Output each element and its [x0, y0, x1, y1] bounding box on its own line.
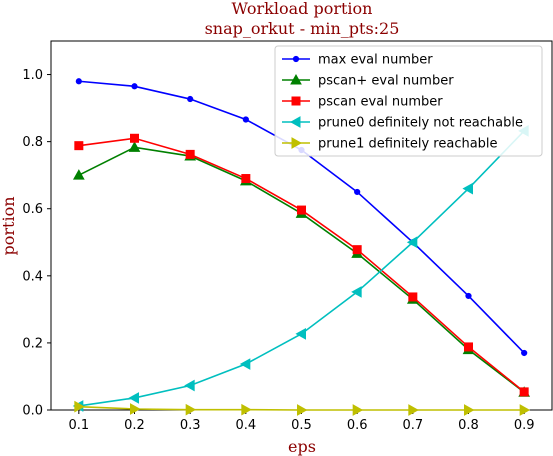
- x-tick-label: 0.3: [180, 418, 201, 433]
- data-point: [519, 387, 529, 397]
- plot-area: 0.1 0.2 0.3 0.4 0.5 0.6 0.7 0.8 0.9 0.0 0.2 0.4 0.6 0…: [22, 40, 553, 433]
- y-tick-label: 0.4: [22, 269, 43, 284]
- data-point: [519, 404, 531, 416]
- data-point: [131, 83, 138, 90]
- data-point: [290, 73, 302, 85]
- x-tick-label: 0.7: [402, 418, 423, 433]
- x-tick-label: 0.8: [458, 418, 479, 433]
- series-3: [72, 125, 529, 412]
- data-point: [74, 141, 84, 151]
- x-tick-label: 0.1: [68, 418, 89, 433]
- data-point: [184, 379, 195, 392]
- x-tick-label: 0.4: [235, 418, 256, 433]
- chart-subtitle: snap_orkut - min_pts:25: [205, 19, 400, 38]
- x-tick-label: 0.5: [291, 418, 312, 433]
- data-point: [130, 403, 141, 415]
- series-line: [78, 137, 525, 393]
- data-point: [242, 116, 249, 123]
- data-point: [295, 328, 306, 340]
- chart-title: Workload portion: [232, 0, 373, 18]
- legend-label: prune1 definitely reachable: [318, 137, 498, 152]
- x-tick-label: 0.6: [347, 418, 368, 433]
- data-point: [408, 292, 418, 302]
- data-point: [408, 404, 419, 416]
- series-4: [74, 400, 531, 416]
- data-point: [464, 404, 475, 416]
- series-1: [72, 141, 531, 397]
- data-point: [75, 78, 82, 85]
- data-point: [462, 182, 473, 195]
- data-point: [185, 149, 195, 159]
- series-line: [78, 130, 525, 407]
- x-tick-label: 0.9: [514, 418, 535, 433]
- data-point: [289, 116, 301, 128]
- x-tick-label: 0.2: [124, 418, 145, 433]
- series-2: [74, 133, 529, 397]
- data-point: [239, 358, 251, 370]
- y-tick-label: 1.0: [22, 68, 43, 83]
- data-point: [128, 392, 139, 404]
- legend-label: pscan+ eval number: [318, 74, 454, 89]
- legend-label: max eval number: [318, 53, 433, 68]
- data-point: [521, 349, 528, 357]
- data-point: [185, 403, 197, 416]
- data-point: [352, 245, 362, 255]
- data-point: [241, 174, 251, 184]
- data-point: [187, 95, 194, 103]
- legend-box: [274, 45, 543, 157]
- data-point: [352, 404, 364, 416]
- x-axis-label: eps: [288, 437, 316, 456]
- y-tick-label: 0.6: [22, 202, 43, 217]
- y-axis-label: portion: [0, 196, 18, 255]
- data-point: [297, 205, 306, 215]
- legend: max eval number pscan+ eval number pscan e…: [274, 45, 543, 157]
- data-point: [351, 286, 362, 298]
- y-tick-label: 0.2: [22, 336, 43, 351]
- data-point: [291, 96, 301, 106]
- series-line: [78, 146, 525, 393]
- data-point: [292, 55, 300, 63]
- data-point: [297, 404, 308, 416]
- legend-label: prune0 definitely not reachable: [318, 116, 523, 131]
- data-point: [72, 169, 85, 180]
- data-point: [465, 292, 472, 300]
- data-point: [241, 403, 252, 416]
- data-point: [406, 236, 418, 249]
- y-tick-label: 0.0: [22, 404, 43, 419]
- legend-label: pscan eval number: [318, 95, 443, 110]
- data-point: [354, 188, 361, 196]
- data-point: [464, 342, 473, 352]
- data-point: [74, 400, 85, 413]
- y-tick-label: 0.8: [22, 135, 43, 150]
- data-point: [130, 133, 139, 143]
- data-point: [128, 141, 141, 152]
- data-point: [291, 137, 303, 149]
